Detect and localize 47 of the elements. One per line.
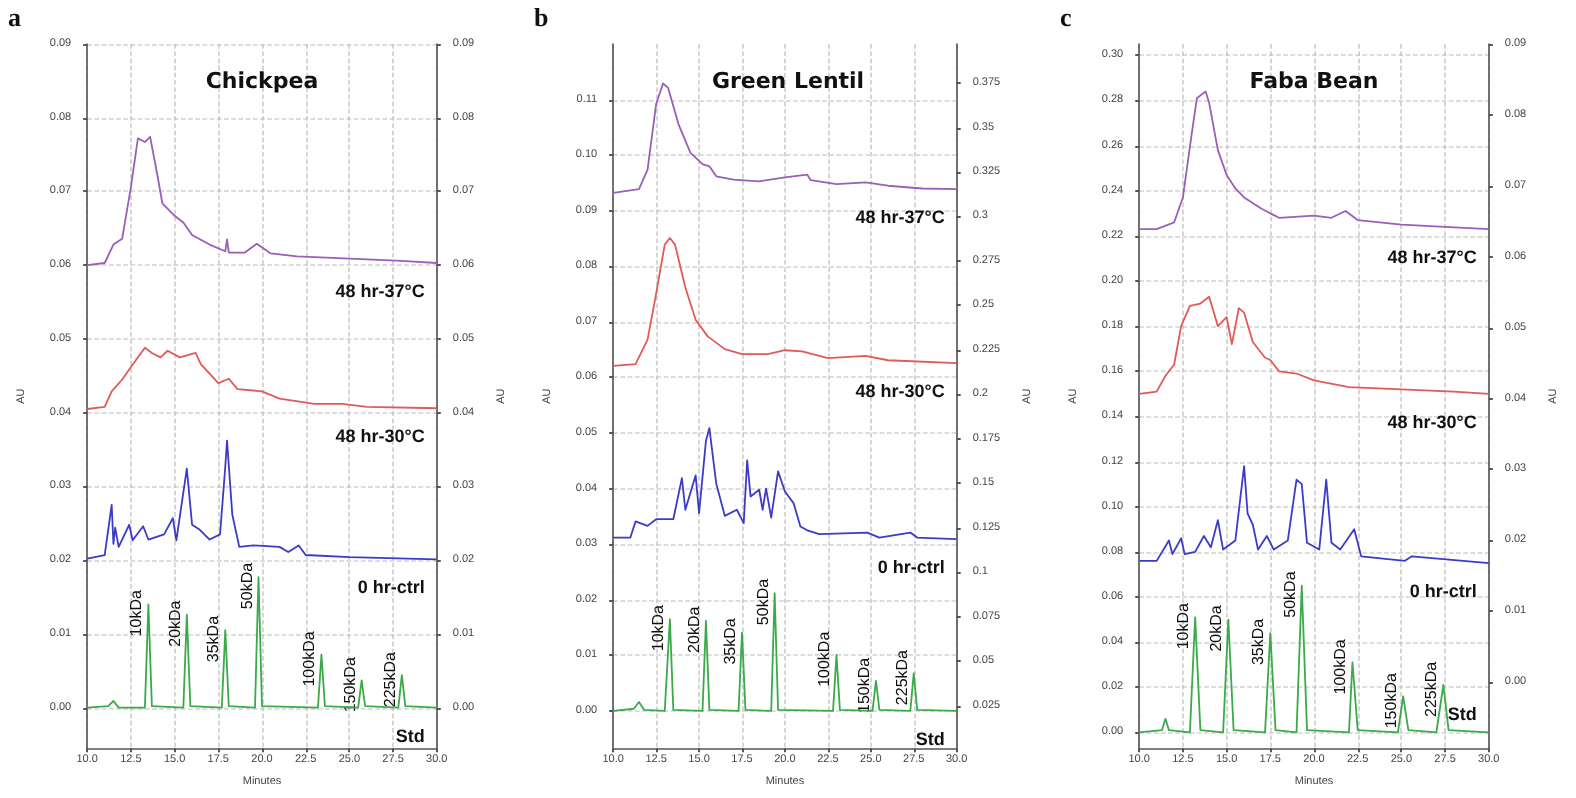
annotation: 35kDa bbox=[1249, 617, 1268, 666]
series-label: 48 hr-37°C bbox=[855, 207, 946, 228]
series-label: 0 hr-ctrl bbox=[877, 557, 945, 578]
text: Green Lentil bbox=[711, 68, 865, 94]
annotation: 50kDa bbox=[237, 561, 256, 610]
line-series bbox=[1138, 465, 1490, 565]
text: Faba Bean bbox=[1249, 68, 1379, 94]
annotation: 35kDa bbox=[204, 614, 223, 663]
series-label: 48 hr-30°C bbox=[335, 426, 426, 447]
line-series bbox=[1138, 295, 1490, 395]
annotation: 225kDa bbox=[380, 650, 399, 708]
line-series bbox=[612, 427, 958, 541]
text: Chickpea bbox=[205, 68, 319, 94]
line-series bbox=[86, 439, 438, 561]
text: c bbox=[1060, 2, 1072, 32]
annotation: 100kDa bbox=[300, 630, 319, 687]
annotation: 10kDa bbox=[648, 603, 667, 652]
line-series bbox=[612, 237, 958, 367]
series-label: 0 hr-ctrl bbox=[357, 577, 425, 598]
annotation: 50kDa bbox=[1280, 570, 1299, 618]
annotation: 150kDa bbox=[340, 656, 359, 713]
annotation: 225kDa bbox=[1422, 660, 1441, 717]
annotation: 20kDa bbox=[684, 605, 703, 653]
series-label: Std bbox=[1447, 704, 1477, 725]
annotation: 50kDa bbox=[753, 577, 772, 626]
series-label: 48 hr-30°C bbox=[855, 381, 946, 402]
annotation: 225kDa bbox=[892, 648, 911, 706]
series-label: Std bbox=[915, 728, 945, 749]
line-series bbox=[1138, 90, 1490, 230]
annotation: 35kDa bbox=[721, 617, 740, 665]
annotation: 10kDa bbox=[1174, 601, 1193, 650]
series-label: Std bbox=[395, 725, 425, 746]
annotation: 150kDa bbox=[1382, 672, 1401, 729]
annotation: 10kDa bbox=[127, 589, 146, 637]
annotation: 100kDa bbox=[1331, 638, 1350, 695]
series-label: 0 hr-ctrl bbox=[1409, 581, 1477, 602]
series-label: 48 hr-30°C bbox=[1387, 411, 1478, 432]
line-series bbox=[86, 136, 438, 267]
text: a bbox=[8, 2, 22, 32]
series-label: 48 hr-37°C bbox=[335, 281, 426, 301]
series-label: 48 hr-37°C bbox=[1387, 247, 1478, 268]
text: b bbox=[534, 2, 549, 32]
annotation: 20kDa bbox=[165, 599, 184, 647]
annotation: 150kDa bbox=[854, 656, 873, 713]
line-series bbox=[86, 346, 438, 410]
annotation: 20kDa bbox=[1207, 604, 1226, 652]
annotation: 100kDa bbox=[815, 630, 834, 687]
